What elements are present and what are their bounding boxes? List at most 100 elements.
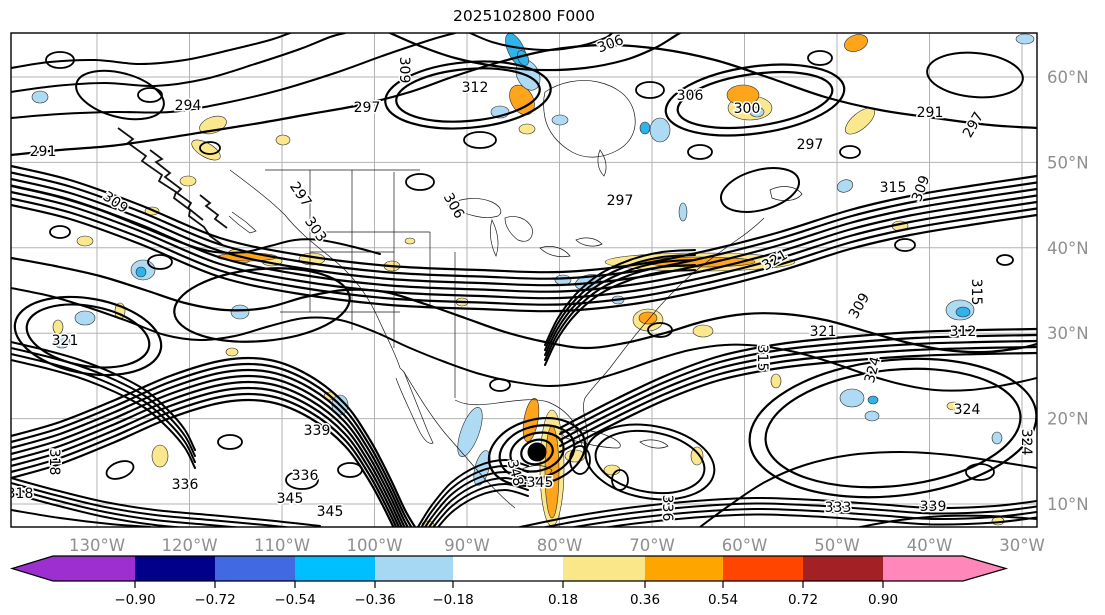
- coastline-path: [504, 216, 533, 242]
- colorbar-tick-label: 0.18: [548, 592, 578, 608]
- contour-line: [417, 458, 529, 527]
- contour-label: 345: [527, 475, 554, 491]
- closed-contour: [498, 424, 576, 480]
- contour-label: 336: [172, 477, 199, 493]
- contour-line: [11, 171, 1037, 280]
- lon-tick-label: 110°W: [254, 536, 310, 555]
- contour-line: [11, 185, 381, 255]
- contour-label: 300: [734, 101, 761, 117]
- contour-label: 336: [659, 495, 675, 522]
- closed-contour: [105, 460, 135, 480]
- closed-contour: [965, 463, 995, 481]
- contour-line: [11, 190, 1037, 300]
- yellow-shading-patch: [179, 175, 197, 187]
- closed-contour: [75, 69, 165, 121]
- colorbar-segment: [563, 556, 645, 581]
- blue-shading-patch: [74, 310, 96, 326]
- contour-label: 345: [317, 504, 344, 520]
- storm-marker: [527, 442, 547, 462]
- lon-tick-label: 60°W: [722, 536, 768, 555]
- blue-shading-patch: [839, 388, 865, 408]
- yellow-shading-patch: [275, 134, 291, 146]
- island-cluster-path: [199, 194, 228, 229]
- closed-contour: [594, 429, 706, 495]
- blue-shading-patch: [649, 117, 671, 143]
- contour-line: [11, 359, 196, 469]
- contour-line: [11, 386, 401, 527]
- contour-line: [519, 496, 1037, 527]
- closed-contour: [764, 367, 1022, 489]
- contour-line: [11, 177, 1037, 287]
- contour-label: 294: [175, 98, 202, 114]
- colorbar-segment: [135, 556, 215, 581]
- colorbar-segment: [453, 556, 563, 581]
- colorbar-under-segment: [53, 556, 135, 581]
- yellow-shading-patch: [225, 347, 239, 357]
- contour-label: 297: [354, 100, 381, 116]
- blue-shading-patch: [554, 274, 572, 286]
- contour-label: 336: [292, 468, 319, 484]
- closed-contour: [569, 445, 591, 475]
- blue-shading-patch: [836, 179, 854, 193]
- colorbar-tick-label: −0.54: [274, 592, 315, 608]
- blue-shading-patch: [991, 431, 1003, 445]
- contour-label: 315: [968, 279, 984, 306]
- yellow-shading-patch: [692, 324, 714, 338]
- closed-contour: [137, 87, 163, 103]
- contour-line: [469, 33, 613, 52]
- blue-shading-patch: [230, 304, 250, 320]
- closed-contour: [173, 267, 351, 343]
- closed-contour: [147, 254, 173, 270]
- contour-line: [11, 356, 417, 527]
- contour-label: 297: [607, 193, 634, 209]
- lon-tick-label: 80°W: [537, 536, 583, 555]
- closed-contour: [647, 322, 673, 338]
- coastline-path: [575, 237, 603, 247]
- orange-shading-patch: [844, 34, 868, 52]
- cyan-shading-patch: [135, 266, 147, 278]
- contour-line: [11, 477, 321, 527]
- orange-shading-patch: [638, 311, 658, 325]
- contour-line: [11, 203, 1037, 313]
- cyan-shading-patch: [867, 395, 879, 405]
- contour-line: [11, 256, 1037, 354]
- colorbar-tick-label: 0.90: [868, 592, 898, 608]
- yellow-shading-patch: [946, 401, 962, 411]
- island-cluster-path: [117, 127, 225, 247]
- contour-label: 315: [754, 345, 770, 372]
- blue-shading-patch: [31, 90, 49, 104]
- coastline-path: [447, 198, 502, 218]
- cyan-shading-patch: [639, 121, 651, 135]
- closed-contour: [720, 167, 800, 213]
- yellow-shading-patch: [76, 235, 94, 247]
- coastline-path: [454, 217, 765, 451]
- colorbar-tick-label: 0.72: [788, 592, 818, 608]
- contour-line: [11, 509, 151, 527]
- lon-tick-label: 130°W: [69, 536, 125, 555]
- coastline-path: [597, 149, 607, 177]
- contour-line: [544, 264, 696, 361]
- contour-label: 321: [52, 333, 79, 349]
- lat-tick-label: 20°N: [1047, 410, 1089, 429]
- lon-tick-label: 70°W: [629, 536, 675, 555]
- yellow-shading-patch: [518, 123, 536, 135]
- closed-contour: [635, 81, 665, 99]
- contour-label: 345: [277, 491, 304, 507]
- contour-line: [388, 33, 682, 72]
- closed-contour: [405, 173, 435, 191]
- lon-tick-label: 50°W: [814, 536, 860, 555]
- lon-tick-label: 120°W: [161, 536, 217, 555]
- blue-shading-patch: [749, 106, 765, 118]
- lon-axis-labels: 130°W 120°W 110°W 100°W 90°W 80°W 70°W 60°W 50°W…: [69, 536, 1045, 555]
- contour-label: 324: [954, 402, 981, 418]
- closed-contour: [337, 462, 363, 478]
- contour-label: 339: [920, 499, 947, 515]
- contour-line: [11, 368, 409, 527]
- lat-tick-label: 50°N: [1047, 153, 1089, 172]
- closed-contour: [199, 141, 221, 155]
- colorbar-tick-label: 0.54: [708, 592, 738, 608]
- contour-line: [11, 287, 1037, 392]
- closed-contour: [611, 469, 629, 491]
- contour-line: [11, 380, 403, 527]
